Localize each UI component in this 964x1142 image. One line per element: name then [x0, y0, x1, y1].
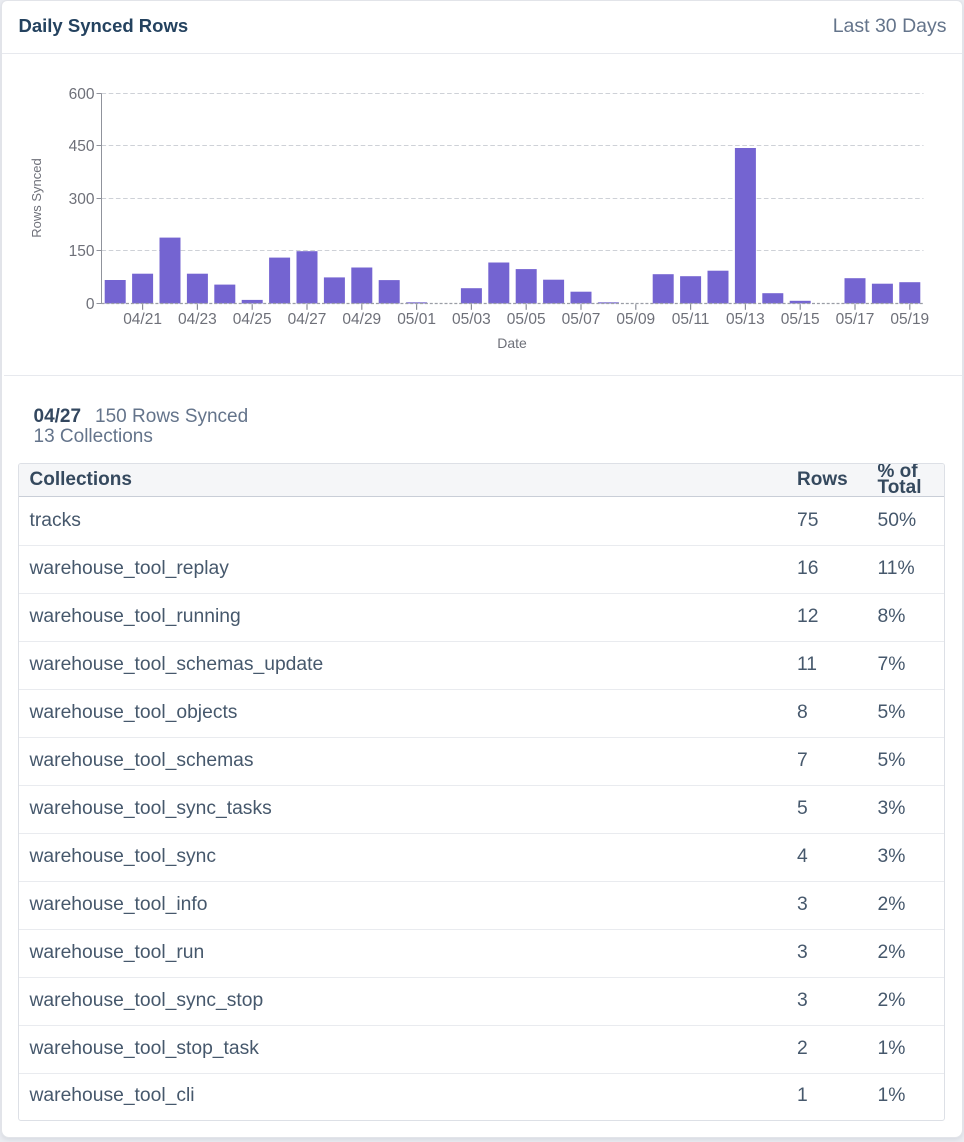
- svg-text:04/27: 04/27: [288, 311, 327, 328]
- svg-text:300: 300: [69, 191, 95, 208]
- svg-text:05/13: 05/13: [726, 311, 765, 328]
- svg-text:450: 450: [69, 138, 95, 155]
- svg-text:05/17: 05/17: [836, 311, 875, 328]
- svg-text:04/23: 04/23: [178, 311, 217, 328]
- svg-text:600: 600: [69, 86, 95, 103]
- svg-text:04/29: 04/29: [342, 311, 381, 328]
- svg-text:05/15: 05/15: [781, 311, 820, 328]
- svg-text:05/05: 05/05: [507, 311, 546, 328]
- svg-text:05/01: 05/01: [397, 311, 436, 328]
- svg-text:Rows Synced: Rows Synced: [29, 158, 44, 237]
- svg-text:05/11: 05/11: [672, 311, 710, 328]
- svg-text:Date: Date: [497, 335, 527, 351]
- svg-text:05/03: 05/03: [452, 311, 491, 328]
- svg-text:0: 0: [86, 296, 95, 313]
- svg-text:04/21: 04/21: [123, 311, 162, 328]
- svg-text:05/07: 05/07: [562, 311, 601, 328]
- svg-text:150: 150: [69, 243, 95, 260]
- svg-text:04/25: 04/25: [233, 311, 272, 328]
- svg-text:05/19: 05/19: [890, 311, 929, 328]
- svg-text:05/09: 05/09: [616, 311, 655, 328]
